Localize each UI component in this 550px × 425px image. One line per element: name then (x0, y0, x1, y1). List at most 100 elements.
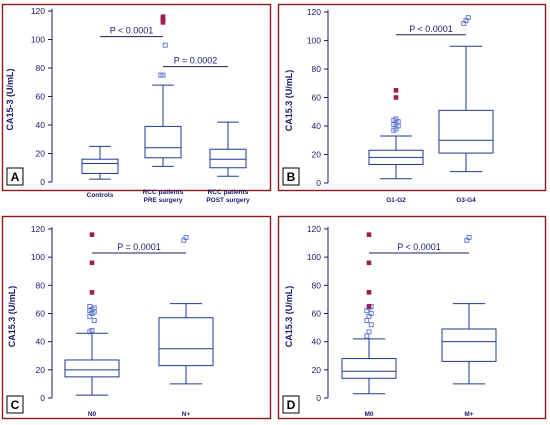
box-plot (64, 232, 120, 396)
y-tick-label: 40 (36, 120, 46, 130)
box-iqr (64, 359, 120, 378)
far-outlier-point (393, 95, 399, 100)
y-tick-label: 60 (312, 309, 322, 319)
p-value-label: P = 0.0002 (174, 56, 218, 66)
y-tick-label: 40 (312, 121, 322, 131)
y-tick-label: 120 (307, 224, 321, 234)
box-plot (144, 14, 182, 167)
y-tick-label: 120 (31, 224, 45, 234)
y-tick-label: 0 (316, 393, 321, 403)
category-label: M0 (364, 411, 373, 418)
far-outlier-point (366, 290, 372, 295)
y-tick-label: 80 (312, 280, 322, 290)
y-tick-label: 20 (36, 365, 46, 375)
outlier-point (162, 42, 168, 48)
outlier-point (366, 329, 372, 335)
category-label: Controls (87, 192, 114, 199)
y-tick-label: 100 (31, 35, 45, 45)
y-tick-label: 80 (36, 280, 46, 290)
outlier-point (89, 327, 95, 333)
outlier-point (466, 234, 472, 240)
outlier-point (183, 234, 189, 240)
y-axis-label: CA15.3 (U/mL) (284, 286, 294, 348)
y-tick-label: 80 (36, 63, 46, 73)
p-value-label: P < 0.0001 (110, 26, 154, 36)
category-label: G3-G4 (456, 197, 476, 204)
panel-label-box (6, 167, 24, 186)
panel-frame (277, 3, 547, 192)
far-outlier-point (366, 260, 372, 266)
category-label: N+ (182, 411, 191, 418)
p-value-label: P = 0.0001 (117, 242, 161, 252)
panel-d: 0 20 40 60 80 100 120 CA15.3 (U/mL) M0 M+ P < 0.00… (277, 215, 547, 420)
outlier-point (160, 72, 166, 78)
panel-label: C (11, 398, 20, 412)
y-axis-label: CA15.3 (U/mL) (284, 70, 294, 132)
box-plot (368, 88, 424, 180)
panel-label: A (11, 170, 20, 184)
box-iqr (438, 109, 494, 154)
y-tick-label: 20 (36, 149, 46, 159)
far-outlier-point (160, 14, 166, 19)
panel-a: 0 20 40 60 80 100 120 CA15-3 (U/mL) Controls RCC … (1, 3, 272, 204)
y-tick-label: 60 (36, 309, 46, 319)
box-plot (341, 232, 397, 395)
box-iqr (441, 328, 497, 362)
p-value-label: P < 0.0001 (397, 242, 441, 252)
category-label: PRE surgery (143, 197, 182, 204)
category-label: N0 (88, 411, 97, 418)
far-outlier-point (393, 88, 399, 93)
y-tick-label: 120 (307, 7, 321, 17)
box-plot (441, 234, 497, 385)
panel-frame (277, 215, 547, 420)
far-outlier-point (89, 232, 95, 237)
panel-b: 0 20 40 60 80 100 120 CA15.3 (U/mL) G1-G2 G3-G4 P … (277, 3, 547, 204)
panel-label-box (6, 395, 24, 414)
outlier-point (91, 318, 97, 323)
category-label: G1-G2 (386, 197, 406, 204)
box-iqr (81, 158, 119, 174)
panel-frame (1, 3, 272, 192)
far-outlier-point (366, 232, 372, 237)
y-tick-label: 100 (307, 252, 321, 262)
category-label: POST surgery (206, 197, 250, 204)
box-iqr (144, 125, 182, 159)
y-tick-label: 0 (40, 177, 45, 187)
y-axis-label: CA15.3 (U/mL) (7, 286, 17, 348)
y-tick-label: 60 (36, 92, 46, 102)
y-tick-label: 20 (312, 150, 322, 160)
box-plot (158, 234, 214, 385)
y-tick-label: 100 (31, 252, 45, 262)
outlier-point (368, 311, 374, 316)
box-plot (209, 121, 247, 177)
far-outlier-point (89, 290, 95, 295)
y-tick-label: 0 (40, 393, 45, 403)
panel-label: D (287, 398, 296, 412)
box-plot (438, 15, 494, 173)
outlier-point (393, 116, 399, 122)
outlier-point (465, 15, 471, 21)
box-plot (81, 145, 119, 180)
box-iqr (158, 317, 214, 367)
category-label: RCC patients (143, 189, 184, 196)
outlier-point (364, 333, 370, 339)
box-iqr (209, 148, 247, 169)
outlier-point (364, 318, 370, 323)
panel-label-box (282, 167, 300, 186)
outlier-point (87, 304, 93, 309)
y-tick-label: 40 (312, 337, 322, 347)
box-iqr (341, 358, 397, 379)
panel-label-box (282, 395, 300, 414)
outlier-point (368, 322, 374, 328)
panel-frame (1, 215, 272, 420)
category-label: RCC patients (208, 189, 249, 196)
y-tick-label: 20 (312, 365, 322, 375)
y-tick-label: 0 (316, 178, 321, 188)
y-tick-label: 40 (36, 337, 46, 347)
p-value-label: P < 0.0001 (409, 24, 453, 34)
far-outlier-point (366, 304, 372, 309)
y-tick-label: 120 (31, 6, 45, 16)
panel-c: 0 20 40 60 80 100 120 CA15.3 (U/mL) N0 N+ P = 0.00… (1, 215, 272, 420)
far-outlier-point (89, 260, 95, 266)
